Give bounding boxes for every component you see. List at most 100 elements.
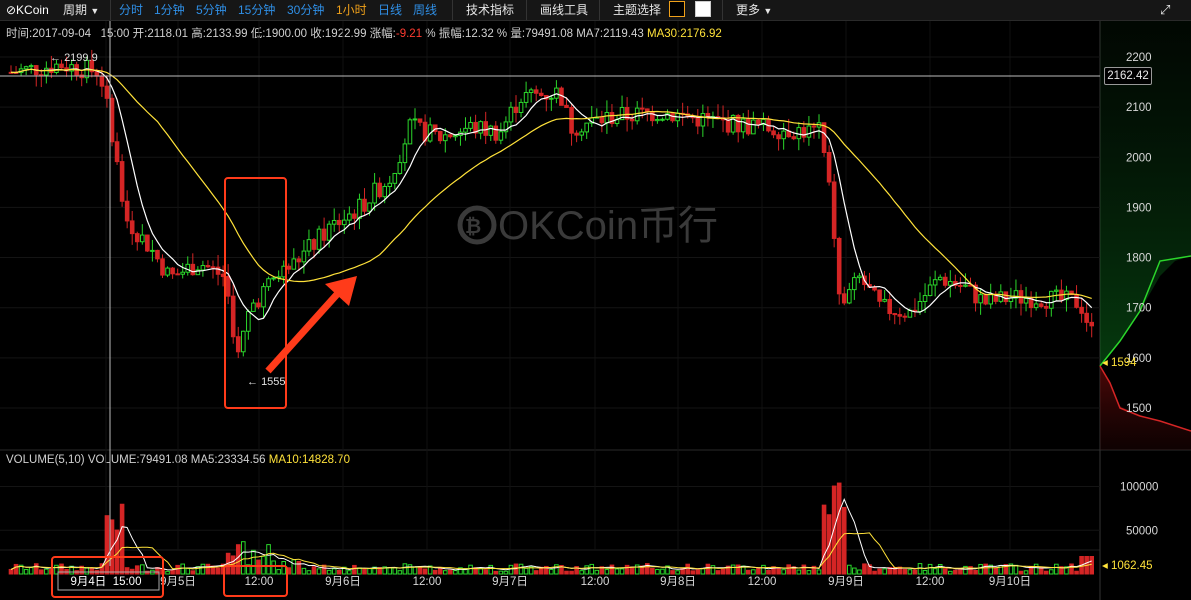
volume-bar: [574, 566, 579, 575]
volume-bar: [352, 564, 357, 575]
annotation-arrow-head: [325, 276, 357, 306]
high-label: 高:: [191, 28, 206, 40]
more-dropdown[interactable]: 更多 ▼: [736, 2, 772, 19]
candle-body: [271, 277, 276, 280]
interval-15min[interactable]: 15分钟: [238, 3, 276, 17]
candle-body: [948, 280, 953, 286]
candle-body: [665, 113, 670, 120]
volume-bar: [922, 569, 928, 575]
candle-body: [761, 118, 766, 126]
volume-bar: [720, 568, 726, 575]
volume-bar: [695, 569, 701, 575]
candle-body: [241, 330, 246, 353]
ma7-label: MA7:: [576, 28, 604, 40]
volume-bar: [1069, 563, 1074, 575]
volume-bar: [1074, 570, 1079, 575]
volume-bar: [877, 568, 882, 575]
volume-bar: [993, 567, 999, 575]
volume-bar: [124, 567, 130, 575]
candle-body: [448, 134, 453, 138]
candle-body: [1023, 297, 1029, 304]
candle-body: [978, 294, 983, 304]
volume-bar: [958, 569, 963, 575]
candle-body: [453, 135, 458, 138]
indicators-button[interactable]: 技术指标: [466, 3, 515, 17]
close-value: 1922.99: [324, 28, 367, 40]
volume-bar: [968, 566, 973, 575]
candle-body: [1003, 291, 1009, 303]
time-tick-label: 9月10日: [989, 576, 1031, 588]
volume-bar: [665, 565, 670, 575]
volume-bar: [821, 504, 827, 575]
volume-bar: [751, 569, 756, 575]
volume-bar: [645, 563, 650, 575]
interval-1hour[interactable]: 1小时: [336, 3, 367, 17]
volume-bar: [710, 565, 716, 575]
volume-bar: [670, 570, 675, 575]
candle-body: [917, 301, 923, 312]
volume-bar: [932, 568, 938, 575]
volume-bar: [387, 567, 393, 575]
candle-body: [897, 314, 903, 317]
interval-5min[interactable]: 5分钟: [196, 3, 227, 17]
volume-bar: [18, 564, 24, 575]
volume-bar: [569, 570, 574, 575]
ma10-label: MA10:: [268, 454, 303, 466]
interval-1min[interactable]: 1分钟: [154, 3, 185, 17]
volume-bar: [331, 568, 337, 575]
volume-panel-title: VOLUME(5,10): [6, 454, 85, 466]
fullscreen-icon[interactable]: ⤢: [1160, 2, 1171, 17]
candle-body: [619, 106, 625, 121]
volume-bar: [902, 568, 908, 575]
volume-bar: [609, 564, 615, 575]
ohlc-info-bar: 时间:2017-09-04 15:00 开:2118.01 高:2133.99 …: [6, 25, 722, 41]
candle-body: [1069, 290, 1074, 296]
volume-bar: [1003, 564, 1009, 575]
volume-bar: [589, 563, 595, 575]
candle-body: [326, 223, 332, 241]
candle-body: [190, 263, 196, 276]
change-unit: %: [425, 28, 436, 40]
candle-body: [523, 92, 529, 103]
ma5-label: MA5:: [190, 454, 218, 466]
candle-body: [372, 182, 377, 204]
volume-bar: [478, 567, 483, 575]
volume-bar: [422, 568, 428, 575]
volume-bar: [336, 569, 342, 575]
volume-bar: [8, 568, 14, 575]
candle-body: [331, 219, 337, 225]
volume-bar: [397, 570, 403, 575]
candle-body: [225, 276, 231, 297]
volume-bar: [604, 569, 610, 575]
candle-body: [246, 310, 251, 332]
volume-bar: [584, 565, 590, 575]
volume-panel-value: 79491.08: [139, 454, 188, 466]
volume-bar: [468, 564, 473, 575]
time-label: 时间:: [6, 28, 33, 40]
candlestick-chart[interactable]: ₿ OKCoin币行 2200 2100 2000 1900 1800 1700 1600 1…: [0, 21, 1191, 600]
interval-daily[interactable]: 日线: [378, 3, 403, 17]
time-value: 2017-09-04 15:00: [32, 28, 130, 40]
candle-body: [564, 104, 569, 109]
theme-light-swatch[interactable]: [695, 1, 711, 17]
volume-bar: [675, 570, 680, 575]
interval-weekly[interactable]: 周线: [413, 3, 438, 17]
volume-bar: [725, 565, 731, 575]
interval-timeshare[interactable]: 分时: [119, 3, 144, 17]
candle-body: [1049, 290, 1054, 309]
candle-body: [796, 127, 802, 140]
period-dropdown[interactable]: 周期 ▼: [63, 2, 99, 19]
interval-30min[interactable]: 30分钟: [287, 3, 325, 17]
volume-bar: [857, 569, 862, 575]
candle-body: [170, 267, 175, 275]
candle-body: [377, 182, 382, 198]
candles: [8, 49, 1095, 359]
candle-body: [69, 64, 74, 72]
theme-dark-swatch[interactable]: [669, 1, 685, 17]
candle-body: [316, 228, 322, 250]
low-marker: ← 1555: [247, 376, 286, 388]
time-tick-label: 12:00: [748, 576, 777, 588]
volume-bar: [655, 568, 660, 575]
drawing-tools-button[interactable]: 画线工具: [540, 3, 589, 17]
candle-body: [942, 276, 948, 286]
